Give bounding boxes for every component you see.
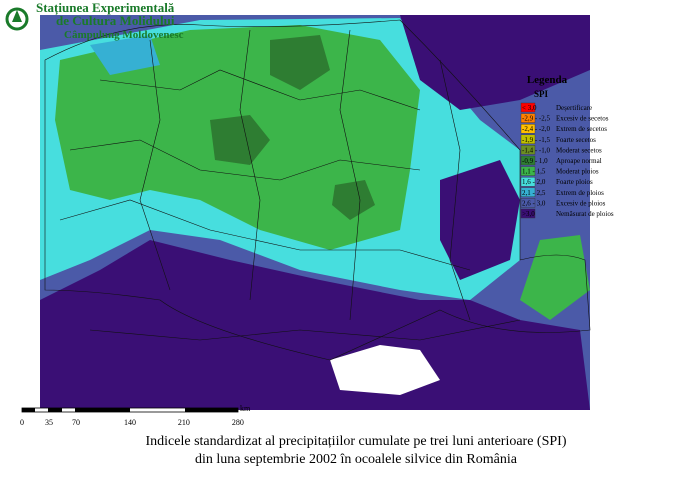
legend-range: 1,1 - 1,5 <box>522 168 546 176</box>
legend-label: Excesiv de ploios <box>556 199 606 207</box>
legend-range: -1,4 - -1,0 <box>522 146 550 154</box>
caption-line: Indicele standardizat al precipitațiilor… <box>146 434 567 449</box>
header-line: Câmpulung Moldovenesc <box>64 29 184 41</box>
legend-label: Nemăsurat de ploios <box>556 210 614 218</box>
legend-range: -1,9 - -1,5 <box>522 136 550 144</box>
legend-range: -2,4 - -2,0 <box>522 125 550 133</box>
scale-label: 70 <box>72 418 80 427</box>
legend-title: Legenda <box>527 74 568 86</box>
scale-label: 35 <box>45 418 53 427</box>
legend-swatch <box>520 208 536 219</box>
legend-range: >3,0 <box>522 210 535 218</box>
legend-label: Moderat secetos <box>556 146 602 154</box>
caption-line: din luna septembrie 2002 în ocoalele sil… <box>195 452 518 467</box>
legend-range: 2,6 - 3,0 <box>522 199 546 207</box>
legend-swatch <box>520 123 536 134</box>
scale-label: 140 <box>124 418 136 427</box>
legend-range: < 3,0 <box>522 104 537 112</box>
legend-swatch <box>520 102 536 113</box>
legend-swatch <box>520 187 536 198</box>
legend-label: Moderat ploios <box>556 168 599 176</box>
header-line: de Cultura Molidului <box>56 13 175 28</box>
legend-swatch <box>520 155 536 166</box>
scale-label: 210 <box>178 418 190 427</box>
legend-swatch <box>520 145 536 155</box>
legend-range: 2,1 - 2,5 <box>522 189 546 197</box>
legend-label: Aproape normal <box>556 157 602 165</box>
legend-range: -2,9 - -2,5 <box>522 115 550 123</box>
legend-range: 1,6 - 2,0 <box>522 178 546 186</box>
logo <box>5 7 29 31</box>
legend-swatch <box>520 134 536 145</box>
legend-label: Extrem de secetos <box>556 125 607 133</box>
legend-subtitle: SPI <box>534 89 549 99</box>
legend-swatch <box>520 166 536 176</box>
legend-label: Foarte ploios <box>556 178 593 186</box>
legend-swatch <box>520 176 536 187</box>
legend-label: Deșertificare <box>556 104 592 112</box>
legend-swatch <box>520 113 536 123</box>
legend-label: Foarte secetos <box>556 136 596 144</box>
map <box>40 15 591 410</box>
scale-bar <box>21 407 239 413</box>
legend: < 3,0 Deșertificare -2,9 - -2,5 Excesiv de … <box>520 102 614 219</box>
legend-swatch <box>520 198 536 208</box>
legend-label: Extrem de ploios <box>556 189 604 197</box>
scale-label: 0 <box>20 418 24 427</box>
legend-label: Excesiv de secetos <box>556 115 609 123</box>
legend-range: -0,9 - 1,0 <box>522 157 548 165</box>
scale-label: 280 <box>232 418 244 427</box>
scale-labels: 0 35 70 140 210 280 km <box>20 404 251 427</box>
header-line: Stațiunea Experimentală <box>36 0 175 16</box>
scale-unit: km <box>240 404 251 413</box>
